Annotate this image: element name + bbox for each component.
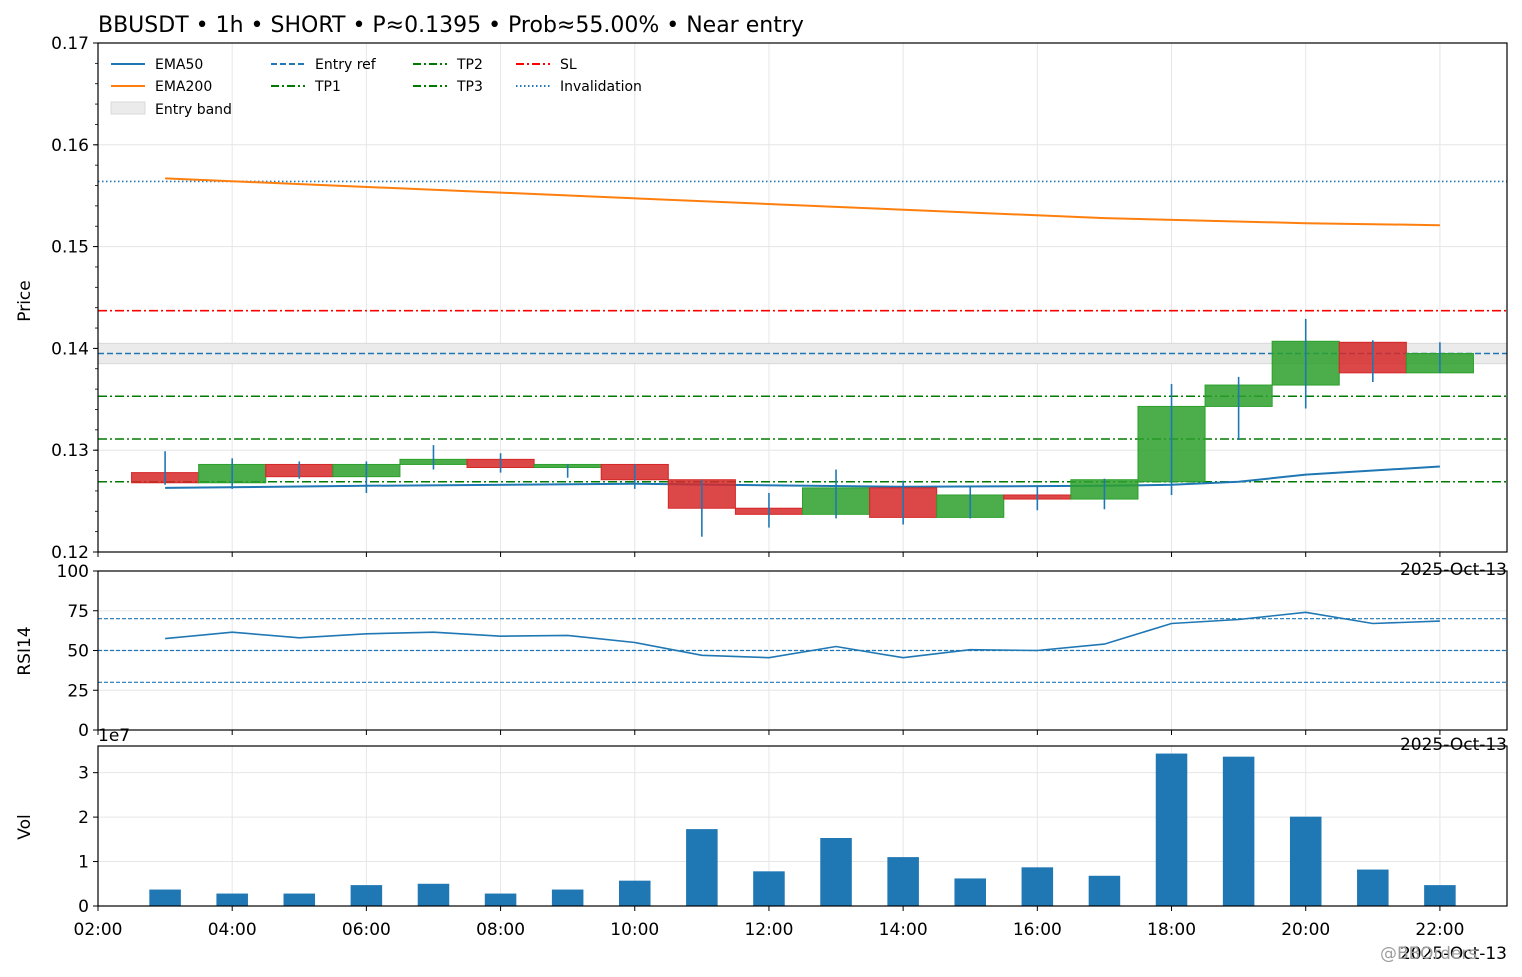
x-tick-label: 16:00: [1013, 920, 1062, 940]
volume-bar: [149, 889, 181, 906]
x-tick-label: 06:00: [342, 920, 391, 940]
legend-label-entry-band: Entry band: [155, 102, 232, 118]
volume-offset-label: 1e7: [98, 726, 130, 746]
ema200-line: [165, 177, 1440, 227]
rsi-line: [165, 611, 1440, 659]
volume-bar: [216, 893, 248, 906]
volume-y-tick-label: 0: [78, 897, 89, 917]
ema-layer: [165, 177, 1440, 489]
date-label-rsi: 2025-Oct-13: [1400, 735, 1507, 755]
axes-layer: 0.12 0.13 0.14 0.15 0.16 0.17 0 25 50 75 100 0 1 2 3 02…: [51, 34, 1508, 940]
x-tick-label: 12:00: [744, 920, 793, 940]
volume-bar: [1424, 885, 1456, 906]
date-label-price: 2025-Oct-13: [1400, 560, 1507, 580]
legend-label-invalidation: Invalidation: [560, 79, 642, 95]
volume-bar: [1222, 756, 1255, 906]
volume-axis-label: Vol: [15, 814, 35, 839]
legend-label-tp1: TP1: [314, 79, 341, 95]
x-tick-label: 04:00: [208, 920, 257, 940]
legend-swatch-entry-band: [110, 101, 146, 115]
rsi-y-tick-label: 100: [57, 562, 89, 582]
price-y-tick-label: 0.15: [51, 238, 89, 258]
axes-frame-price: [97, 42, 1508, 553]
volume-bar: [1357, 869, 1389, 906]
x-tick-label: 14:00: [879, 920, 928, 940]
price-y-tick-label: 0.12: [51, 543, 89, 563]
candles-layer: [131, 318, 1474, 537]
x-tick-label: 22:00: [1415, 920, 1464, 940]
volume-y-tick-label: 3: [78, 764, 89, 784]
price-y-tick-label: 0.17: [51, 34, 89, 54]
volume-bar: [484, 893, 517, 906]
axes-frame-vol: [97, 745, 1508, 907]
rsi-y-tick-label: 25: [67, 681, 89, 701]
volume-bar: [1088, 875, 1121, 906]
volume-bar: [417, 883, 450, 906]
rsi-y-tick-label: 50: [67, 642, 89, 662]
volume-y-tick-label: 2: [78, 808, 89, 828]
x-tick-label: 20:00: [1281, 920, 1330, 940]
volume-bar: [1289, 816, 1322, 906]
rsi-layer: [98, 611, 1507, 683]
volume-bar: [618, 880, 651, 906]
volume-bar: [350, 885, 383, 906]
volume-bar: [820, 838, 852, 906]
price-y-tick-label: 0.16: [51, 136, 89, 156]
x-tick-label: 10:00: [610, 920, 659, 940]
volume-bar: [686, 829, 718, 906]
price-axis-label: Price: [15, 280, 35, 321]
watermark: @BBOrders: [1380, 944, 1477, 964]
x-tick-label: 02:00: [74, 920, 123, 940]
volume-layer: [149, 753, 1456, 906]
chart-title: BBUSDT • 1h • SHORT • P≈0.1395 • Prob≈55…: [98, 13, 804, 38]
level-lines-layer: [98, 180, 1507, 483]
price-y-tick-label: 0.14: [51, 339, 89, 359]
legend-label-tp2: TP2: [456, 57, 483, 73]
volume-bar: [1021, 867, 1054, 906]
volume-bar: [551, 889, 584, 906]
rsi-y-tick-label: 75: [67, 602, 89, 622]
volume-bar: [753, 871, 785, 906]
volume-bar: [887, 857, 919, 906]
legend-label-sl: SL: [560, 57, 577, 73]
x-tick-label: 08:00: [476, 920, 525, 940]
legend-label-entry-ref: Entry ref: [315, 57, 377, 73]
date-label-volume: 2025-Oct-13: [1400, 944, 1507, 964]
volume-bar: [954, 878, 987, 906]
x-tick-label: 18:00: [1147, 920, 1196, 940]
legend-label-tp3: TP3: [456, 79, 483, 95]
volume-y-tick-label: 1: [78, 853, 89, 873]
legend-label-ema200: EMA200: [155, 79, 212, 95]
rsi-axis-label: RSI14: [15, 626, 35, 675]
legend-label-ema50: EMA50: [155, 57, 203, 73]
rsi-y-tick-label: 0: [78, 721, 89, 741]
legend: EMA50 EMA200 Entry band Entry ref TP1 TP…: [110, 57, 642, 118]
volume-bar: [283, 893, 316, 906]
price-y-tick-label: 0.13: [51, 441, 89, 461]
volume-bar: [1155, 753, 1188, 906]
